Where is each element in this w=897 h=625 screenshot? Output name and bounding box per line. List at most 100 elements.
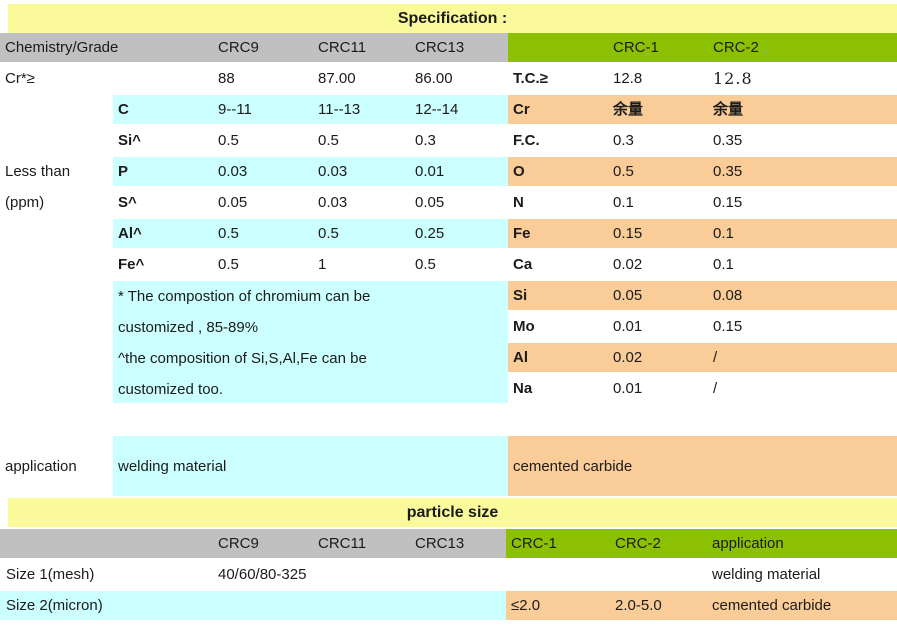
footnote-line: ^the composition of Si,S,Al,Fe can be [118,350,367,367]
application-welding-material: welding material [113,436,508,496]
value-cell: 0.03 [313,157,410,186]
value-cell: 0.5 [218,256,239,273]
size2-crc2-value: 2.0-5.0 [610,591,707,620]
value-cell: 0.5 [218,132,239,149]
header-crc13: CRC13 [410,33,508,62]
row-label-o: O [508,157,608,186]
row-label-s: S^ [118,194,137,211]
row-label-fe: Fe^ [118,256,145,273]
footnote-line: customized , 85-89% [118,319,259,336]
value-cell: 0.08 [708,281,897,310]
size1-crc1-value [506,560,610,589]
size2-application-value: cemented carbide [707,591,897,620]
size2-label: Size 2(micron) [0,591,506,620]
header-crc-2: CRC-2 [708,33,897,62]
value-cell: 0.01 [613,318,643,335]
value-cell: 0.35 [708,157,897,186]
size1-crc2-value [610,560,707,589]
row-label-al2: Al [508,343,608,372]
header-green-spacer [508,33,608,62]
application-cemented-carbide: cemented carbide [508,436,897,496]
row-label-na: Na [513,380,533,397]
size1-application-value: welding material [712,566,821,583]
particle-size-table: CRC9 CRC11 CRC13 CRC-1 CRC-2 application… [0,529,897,620]
tc-crc1-value: 12.8 [613,70,643,87]
tc-crc2-value: 12.8 [713,69,753,88]
row-label-c: C [113,95,213,124]
particle-header-crc-1: CRC-1 [506,529,610,558]
value-cell: 0.25 [410,219,508,248]
value-cell: 0.1 [713,256,734,273]
less-than-ppm-label: Less than (ppm) [0,95,113,279]
value-cell-balance: 余量 [608,95,708,124]
value-cell: 12--14 [410,95,508,124]
row-label-si: Si^ [118,132,141,149]
value-cell: 0.03 [213,157,313,186]
value-cell: 0.02 [608,343,708,372]
value-cell: 0.5 [313,219,410,248]
tc-min-label: T.C.≥ [513,70,548,87]
row-label-n: N [513,194,524,211]
specification-banner: Specification : [8,4,897,33]
row-label-mo: Mo [513,318,535,335]
particle-size-banner: particle size [8,498,897,527]
value-cell: 0.15 [608,219,708,248]
specification-table: Chemistry/Grade CRC9 CRC11 CRC13 CRC-1 C… [0,33,897,496]
row-label-fe2: Fe [508,219,608,248]
size1-mesh-value: 40/60/80-325 [218,566,307,583]
value-cell: 0.35 [713,132,743,149]
value-cell: 0.03 [318,194,348,211]
size2-crc1-value: ≤2.0 [506,591,610,620]
cr-min-label: Cr*≥ [5,70,35,87]
size1-label: Size 1(mesh) [6,566,95,583]
particle-header-spacer [0,529,213,558]
row-label-al: Al^ [113,219,213,248]
value-cell: 0.02 [613,256,643,273]
value-cell: 9--11 [213,95,313,124]
particle-header-crc-2: CRC-2 [610,529,707,558]
row-label-p: P [113,157,213,186]
footnote-line: * The compostion of chromium can be [118,288,371,305]
cr-crc11-value: 87.00 [318,70,356,87]
value-cell: 0.05 [415,194,445,211]
application-label: application [5,457,77,475]
value-cell-balance: 余量 [708,95,897,124]
value-cell: 0.01 [613,380,643,397]
value-cell: 1 [318,256,327,273]
header-chemistry-grade: Chemistry/Grade [0,33,213,62]
value-cell: 0.05 [218,194,248,211]
value-cell: 11--13 [313,95,410,124]
particle-header-crc13: CRC13 [410,529,506,558]
value-cell: 0.01 [410,157,508,186]
row-label-si2: Si [508,281,608,310]
value-cell: 0.3 [415,132,436,149]
value-cell: 0.3 [613,132,634,149]
less-than-line: Less than [5,163,71,180]
cr-crc9-value: 88 [218,70,235,87]
row-label-cr2: Cr [508,95,608,124]
particle-header-application: application [707,529,897,558]
cr-crc13-value: 86.00 [415,70,453,87]
particle-header-crc9: CRC9 [213,529,313,558]
footnote-block: * The compostion of chromium can be cust… [113,281,508,403]
header-crc-1: CRC-1 [608,33,708,62]
value-cell: 0.5 [318,132,339,149]
ppm-line: (ppm) [5,194,45,211]
value-cell: 0.1 [708,219,897,248]
value-cell: 0.15 [713,318,743,335]
row-label-fc: F.C. [513,132,540,149]
particle-header-crc11: CRC11 [313,529,410,558]
value-cell: / [713,380,718,397]
value-cell: 0.5 [213,219,313,248]
value-cell: / [708,343,897,372]
value-cell: 0.1 [613,194,634,211]
value-cell: 0.05 [608,281,708,310]
footnote-line: customized too. [118,381,224,398]
value-cell: 0.5 [415,256,436,273]
row-label-ca: Ca [513,256,533,273]
header-crc9: CRC9 [213,33,313,62]
value-cell: 0.15 [713,194,743,211]
value-cell: 0.5 [608,157,708,186]
header-crc11: CRC11 [313,33,410,62]
